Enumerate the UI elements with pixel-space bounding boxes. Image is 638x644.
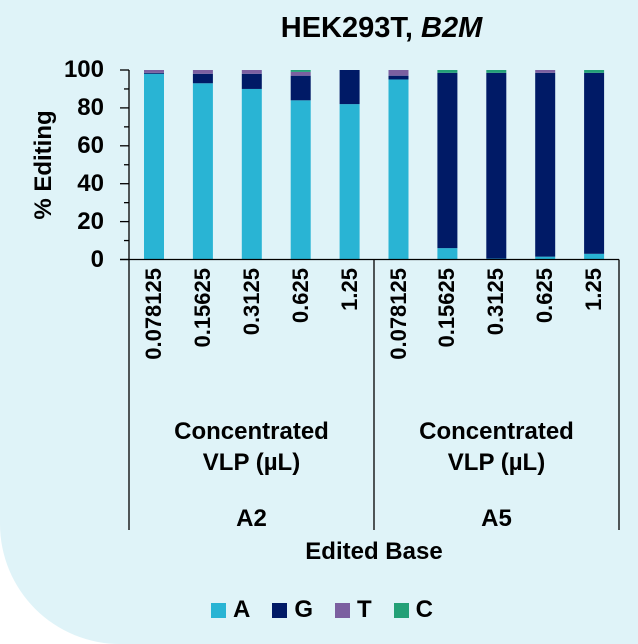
x-tick-label: 0.15625 [189, 268, 215, 348]
chart-title: HEK293T, B2M [280, 12, 483, 44]
bar-segment-G [535, 72, 556, 257]
legend-swatch [210, 602, 226, 618]
bar-segment-T [192, 70, 213, 74]
group-sublabel-a2: Concentrated VLP (µL) [174, 418, 329, 476]
bar-segment-A [584, 253, 605, 260]
legend-label: G [294, 596, 313, 623]
x-tick-label: 0.078125 [385, 268, 411, 360]
x-tick-label: 1.25 [336, 268, 362, 311]
legend-swatch [393, 602, 409, 618]
group-name-a2: A2 [236, 505, 267, 532]
bar-segment-A [290, 100, 311, 260]
bar-segment-A [241, 88, 262, 260]
x-tick-label: 1.25 [581, 268, 607, 311]
legend-swatch [335, 602, 350, 618]
x-tick-label: 0.15625 [434, 268, 460, 348]
bar-segment-T [241, 70, 262, 74]
legend-item-C: C [393, 596, 434, 624]
x-tick-label: 0.3125 [483, 268, 509, 336]
bar-segment-C [584, 70, 605, 73]
bar-segment-C [290, 70, 311, 72]
legend-label: C [415, 596, 434, 623]
bar-segment-A [144, 73, 164, 260]
x-tick-label: 0.625 [532, 268, 558, 324]
legend-item-G: G [272, 596, 313, 624]
x-tick-label: 0.078125 [141, 268, 166, 360]
bar-segment-T [290, 71, 311, 76]
bar-segment-C [486, 70, 507, 73]
legend-label: T [357, 596, 372, 623]
bar-segment-A [388, 79, 409, 260]
y-tick-label: 20 [77, 207, 104, 235]
bar-segment-G [192, 73, 213, 84]
bar-segment-G [437, 72, 458, 249]
bar-segment-G [144, 72, 164, 74]
bar-segment-A [192, 83, 213, 260]
bar-segment-T [144, 70, 164, 73]
x-tick-label: 0.625 [287, 268, 313, 324]
bar-segment-C [437, 70, 458, 73]
bar-segment-A [339, 104, 360, 260]
x-tick-label: 0.3125 [238, 268, 264, 336]
y-tick-label: 60 [77, 131, 104, 159]
bars [144, 70, 605, 260]
group-name-a5: A5 [481, 505, 512, 532]
bar-segment-A [437, 248, 458, 260]
bar-segment-A [535, 256, 556, 260]
bar-segment-G [241, 73, 262, 89]
bar-segment-T [388, 70, 409, 76]
legend-label: A [232, 596, 251, 623]
bar-segment-G [584, 72, 605, 254]
group-sublabel-a5: Concentrated VLP (µL) [419, 418, 574, 476]
bar-segment-G [388, 75, 409, 80]
y-tick-label: 40 [77, 169, 104, 197]
y-tick-label: 100 [63, 56, 104, 83]
bar-segment-G [290, 75, 311, 101]
bar-segment-G [339, 70, 360, 105]
legend-item-T: T [335, 596, 372, 624]
y-tick-label: 0 [90, 245, 104, 273]
legend-item-A: A [210, 596, 251, 624]
legend-swatch [272, 602, 288, 618]
x-axis-label: Edited Base [305, 538, 443, 565]
bar-segment-G [486, 72, 507, 259]
y-tick-label: 80 [77, 93, 104, 121]
bar-segment-T [535, 70, 556, 73]
axes [120, 69, 620, 530]
